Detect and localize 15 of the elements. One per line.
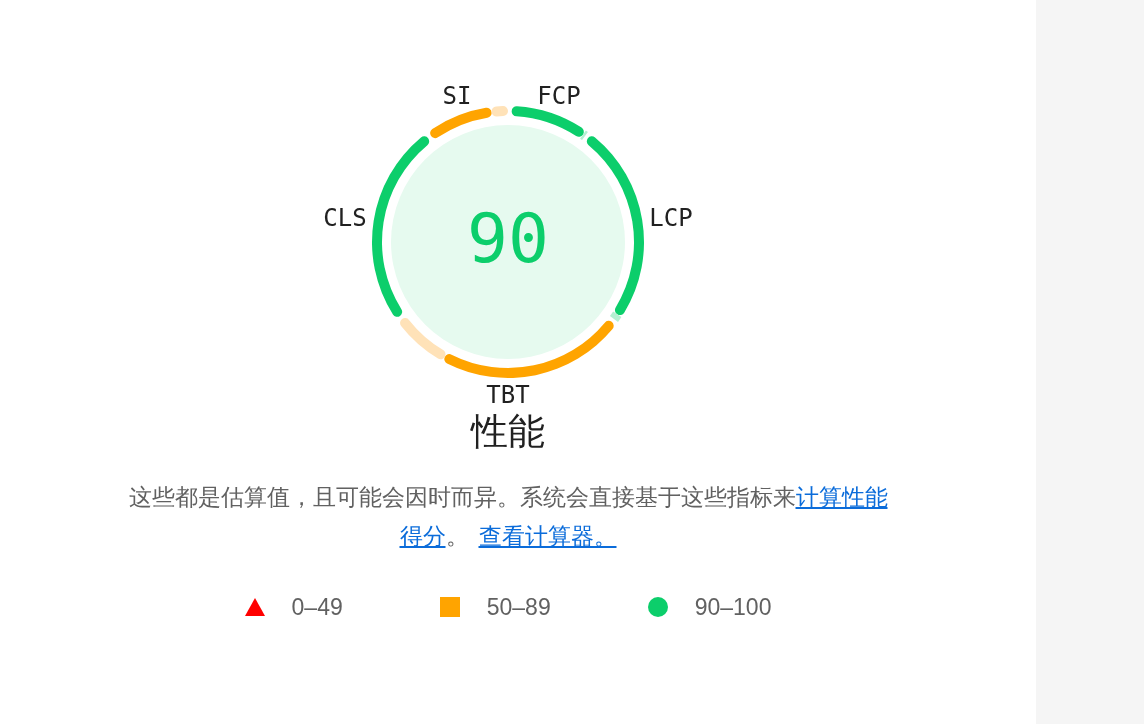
text: 得分 (399, 523, 446, 549)
text: 90–100 (694, 594, 772, 620)
text: 50–89 (486, 594, 551, 620)
slice-label: FCP (537, 82, 581, 111)
text: 查看计算器。 (478, 523, 617, 549)
slice-label: SI (442, 82, 472, 111)
text: 0–49 (291, 594, 343, 620)
text: 性能 (471, 410, 545, 453)
slice-label: CLS (323, 204, 367, 233)
text: 这些都是估算值，且可能会因时而异。系统会直接基于这些指标来 (128, 484, 796, 510)
text: 。 (445, 523, 469, 549)
slice-label: TBT (486, 381, 530, 409)
text: 90 (467, 199, 549, 278)
text: 计算性能 (795, 484, 888, 510)
slice-label: LCP (649, 204, 693, 233)
